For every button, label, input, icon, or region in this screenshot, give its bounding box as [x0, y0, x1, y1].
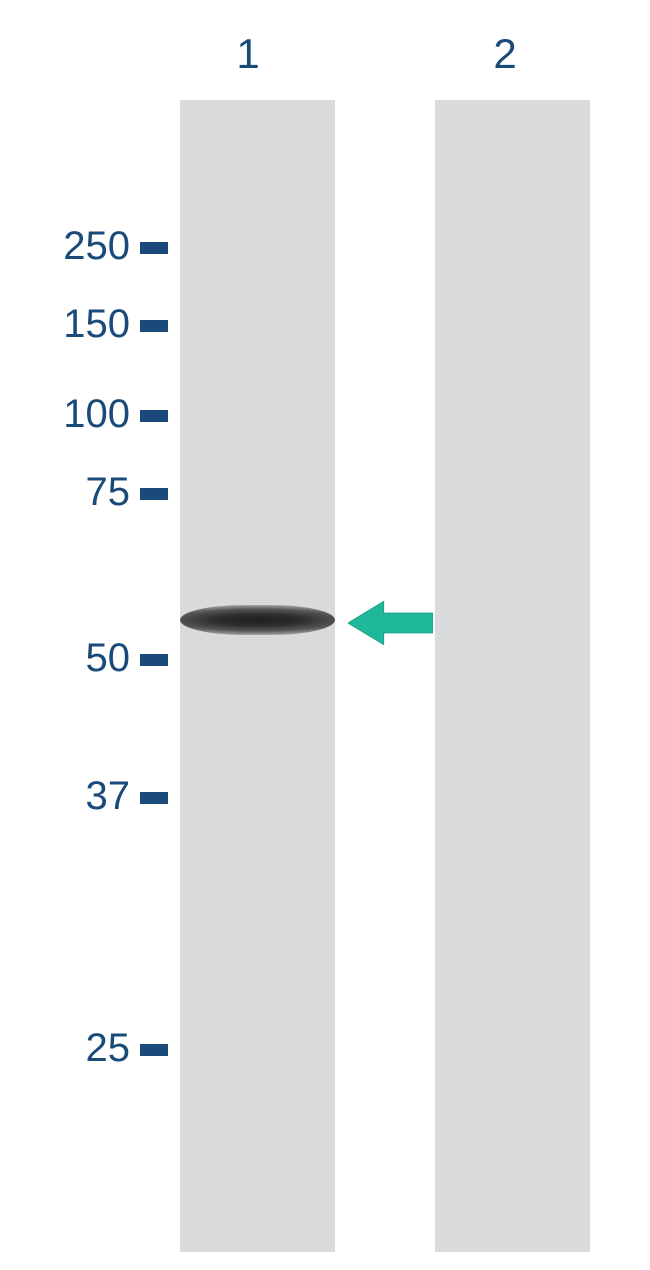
- marker-tick-25: [140, 1044, 168, 1056]
- marker-label-150: 150: [20, 302, 130, 347]
- marker-tick-75: [140, 488, 168, 500]
- western-blot-figure: { "figure": { "background_color": "#ffff…: [0, 0, 650, 1270]
- band-pointer-arrow: [348, 598, 433, 648]
- marker-label-50: 50: [20, 636, 130, 681]
- marker-label-75: 75: [20, 470, 130, 515]
- marker-tick-37: [140, 792, 168, 804]
- band-lane1-0: [180, 605, 335, 635]
- marker-label-37: 37: [20, 774, 130, 819]
- lane-label-2: 2: [485, 30, 525, 78]
- marker-tick-100: [140, 410, 168, 422]
- marker-label-25: 25: [20, 1026, 130, 1071]
- lane-1: [180, 100, 335, 1252]
- marker-label-100: 100: [20, 392, 130, 437]
- lane-2: [435, 100, 590, 1252]
- marker-tick-150: [140, 320, 168, 332]
- marker-label-250: 250: [20, 224, 130, 269]
- lane-label-1: 1: [228, 30, 268, 78]
- marker-tick-250: [140, 242, 168, 254]
- marker-tick-50: [140, 654, 168, 666]
